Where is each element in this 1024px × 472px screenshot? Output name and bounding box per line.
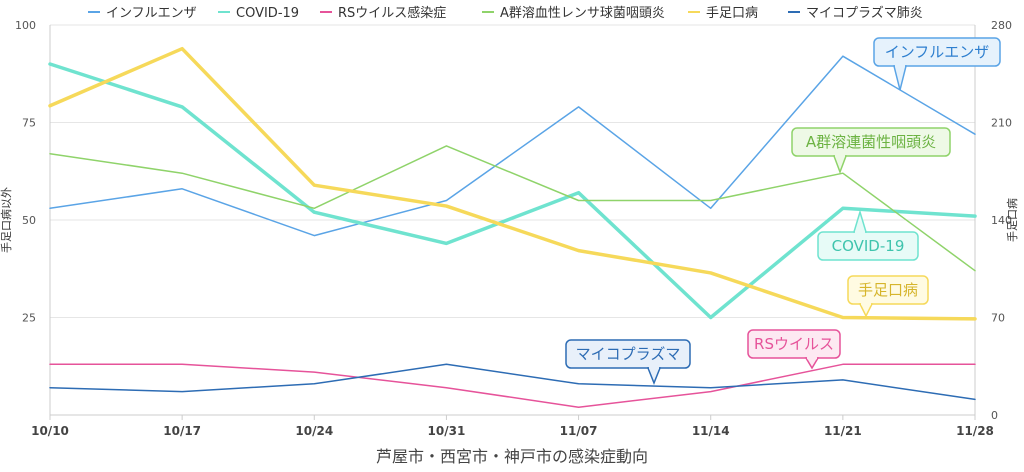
callout-pointer: [858, 303, 874, 318]
x-axis-title: 芦屋市・西宮市・神戸市の感染症動向: [376, 447, 648, 466]
x-tick-label: 10/24: [295, 424, 333, 438]
series-line-COVID-19: [48, 62, 977, 320]
y-tick-left-label: 75: [22, 117, 36, 130]
y-tick-left-label: 25: [22, 312, 36, 325]
legend-label: インフルエンザ: [106, 6, 197, 21]
callout-box: [873, 37, 1001, 67]
series-line-RSウイルス感染症: [49, 363, 976, 408]
legend-label: COVID-19: [236, 6, 299, 21]
x-tick-label: 10/10: [31, 424, 69, 438]
legend-item[interactable]: マイコプラズマ肺炎: [788, 5, 923, 21]
x-tick-label: 10/31: [428, 424, 466, 438]
callout-box: [817, 231, 919, 261]
callout-label: マイコプラズマ: [576, 345, 681, 363]
callout-RSウイルス感染症: RSウイルス: [747, 329, 841, 370]
callout-label: A群溶連菌性咽頭炎: [806, 133, 936, 151]
callout-box: [565, 339, 691, 369]
callout-box: [847, 275, 929, 305]
y-axis-title-right: 手足口病: [1005, 198, 1019, 242]
y-tick-right-label: 0: [991, 409, 998, 422]
x-tick-label: 11/28: [956, 424, 994, 438]
callout-pointer: [646, 367, 662, 386]
callout-COVID-19: COVID-19: [817, 209, 919, 261]
callout-pointer: [852, 209, 868, 233]
y-tick-right-label: 70: [991, 312, 1005, 325]
y-tick-right-label: 210: [991, 117, 1012, 130]
callout-pointer: [893, 65, 907, 91]
legend-label: RSウイルス感染症: [338, 5, 446, 21]
legend-label: 手足口病: [706, 6, 758, 21]
y-tick-right-label: 280: [991, 19, 1012, 32]
callout-マイコプラズマ肺炎: マイコプラズマ: [565, 339, 691, 386]
x-tick-label: 11/07: [560, 424, 598, 438]
x-tick-label: 11/21: [824, 424, 862, 438]
legend-label: マイコプラズマ肺炎: [806, 5, 923, 21]
legend-item[interactable]: 手足口病: [688, 6, 758, 21]
y-axis-title-left: 手足口病以外: [0, 187, 13, 253]
legend-item[interactable]: A群溶血性レンサ球菌咽頭炎: [482, 6, 665, 21]
y-tick-right-label: 140: [991, 214, 1012, 227]
callout-A群溶血性レンサ球菌咽頭炎: A群溶連菌性咽頭炎: [791, 127, 951, 175]
series-lines: [48, 46, 977, 408]
callout-pointer: [804, 357, 820, 370]
series-line-インフルエンザ: [49, 55, 976, 237]
callout-pointer: [832, 155, 848, 175]
callout-label: RSウイルス: [754, 335, 834, 353]
legend[interactable]: インフルエンザ COVID-19 RSウイルス感染症 A群溶血性レンサ球菌咽頭炎 手足口…: [88, 5, 923, 21]
series-line-A群溶血性レンサ球菌咽頭炎: [49, 145, 976, 272]
legend-item[interactable]: インフルエンザ: [88, 6, 197, 21]
series-line-手足口病: [48, 46, 977, 321]
callout-box: [791, 127, 951, 157]
x-tick-label: 11/14: [692, 424, 730, 438]
callout-label: COVID-19: [832, 237, 905, 255]
axes: 25 50 75 100 0 70 140 210 280 10/10 10/17 10/24 10/3…: [15, 19, 1012, 438]
callout-手足口病: 手足口病: [847, 275, 929, 318]
callout-box: [747, 329, 841, 359]
callout-label: インフルエンザ: [885, 43, 990, 61]
y-tick-left-label: 50: [22, 214, 36, 227]
callout-label: 手足口病: [858, 281, 918, 299]
legend-item[interactable]: COVID-19: [218, 6, 299, 21]
callout-インフルエンザ: インフルエンザ: [873, 37, 1001, 91]
legend-item[interactable]: RSウイルス感染症: [320, 5, 446, 21]
y-tick-left-label: 100: [15, 19, 36, 32]
legend-label: A群溶血性レンサ球菌咽頭炎: [500, 6, 665, 21]
x-tick-label: 10/17: [163, 424, 201, 438]
series-line-マイコプラズマ肺炎: [49, 363, 976, 401]
